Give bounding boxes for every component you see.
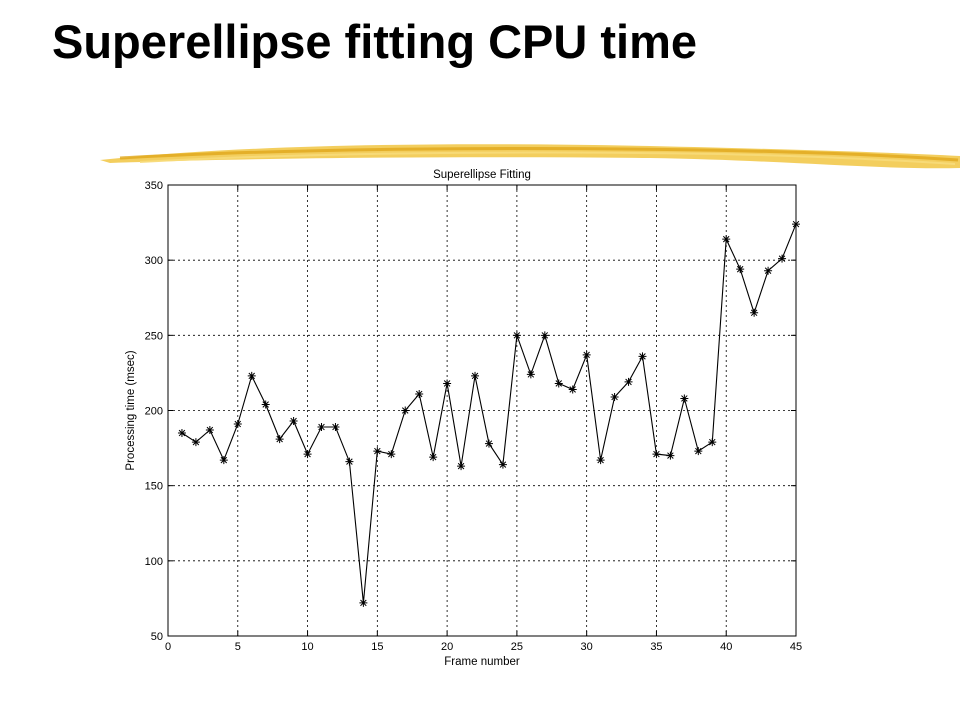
x-tick-label: 30 — [581, 641, 593, 653]
y-axis-label: Processing time (msec) — [125, 350, 137, 470]
y-tick-label: 250 — [145, 330, 163, 342]
series-polyline — [181, 223, 797, 603]
data-point-star — [415, 389, 424, 398]
data-point-star — [666, 451, 675, 460]
x-ticks: 0 5 10 15 20 25 30 35 40 45 — [165, 185, 802, 653]
data-point-star — [261, 400, 270, 409]
data-point-star — [624, 377, 633, 386]
data-point-star — [540, 331, 549, 340]
data-point-star — [680, 394, 689, 403]
data-point-star — [275, 435, 284, 444]
data-point-star — [736, 265, 745, 274]
y-tick-label: 300 — [145, 255, 163, 267]
chart-title: Superellipse Fitting — [433, 169, 531, 181]
data-point-star — [512, 331, 521, 340]
x-tick-label: 20 — [441, 641, 453, 653]
x-tick-label: 45 — [790, 641, 802, 653]
data-point-star — [750, 308, 759, 317]
data-point-star — [401, 406, 410, 415]
x-tick-label: 35 — [650, 641, 662, 653]
data-point-star — [387, 450, 396, 459]
data-point-star — [471, 371, 480, 380]
data-point-star — [359, 598, 368, 607]
data-point-star — [191, 438, 200, 447]
data-point-star — [247, 371, 256, 380]
y-tick-label: 150 — [145, 481, 163, 493]
data-point-star — [429, 453, 438, 462]
data-point-star — [610, 392, 619, 401]
data-point-star — [443, 379, 452, 388]
data-point-star — [233, 420, 242, 429]
x-axis-label: Frame number — [444, 656, 520, 668]
x-tick-label: 10 — [301, 641, 313, 653]
data-point-star — [638, 352, 647, 361]
y-ticks: 50 100 150 200 250 300 350 — [145, 180, 796, 643]
data-point-star — [582, 350, 591, 359]
data-point-star — [303, 450, 312, 459]
x-tick-label: 40 — [720, 641, 732, 653]
data-point-star — [331, 423, 340, 432]
data-point-star — [778, 254, 787, 263]
data-point-star — [205, 426, 214, 435]
data-point-star — [764, 266, 773, 275]
data-point-star — [652, 450, 661, 459]
data-point-star — [289, 417, 298, 426]
x-tick-label: 15 — [371, 641, 383, 653]
data-point-star — [317, 423, 326, 432]
data-point-star — [219, 456, 228, 465]
data-point-star — [526, 370, 535, 379]
x-tick-label: 5 — [235, 641, 241, 653]
y-tick-label: 200 — [145, 406, 163, 418]
data-point-star — [177, 429, 186, 438]
x-tick-label: 0 — [165, 641, 171, 653]
data-point-star — [694, 447, 703, 456]
y-tick-label: 350 — [145, 180, 163, 192]
data-point-star — [554, 379, 563, 388]
data-point-star — [484, 439, 493, 448]
data-point-star — [722, 235, 731, 244]
y-tick-label: 50 — [151, 631, 163, 643]
data-point-star — [457, 462, 466, 471]
series-line — [181, 223, 797, 603]
grid-lines — [168, 185, 796, 636]
data-point-star — [498, 460, 507, 469]
data-point-star — [345, 457, 354, 466]
data-point-star — [708, 438, 717, 447]
data-points — [177, 220, 800, 607]
slide-title: Superellipse fitting CPU time — [52, 15, 698, 68]
data-point-star — [596, 456, 605, 465]
x-tick-label: 25 — [511, 641, 523, 653]
data-point-star — [568, 385, 577, 394]
data-point-star — [373, 447, 382, 456]
y-tick-label: 100 — [145, 556, 163, 568]
